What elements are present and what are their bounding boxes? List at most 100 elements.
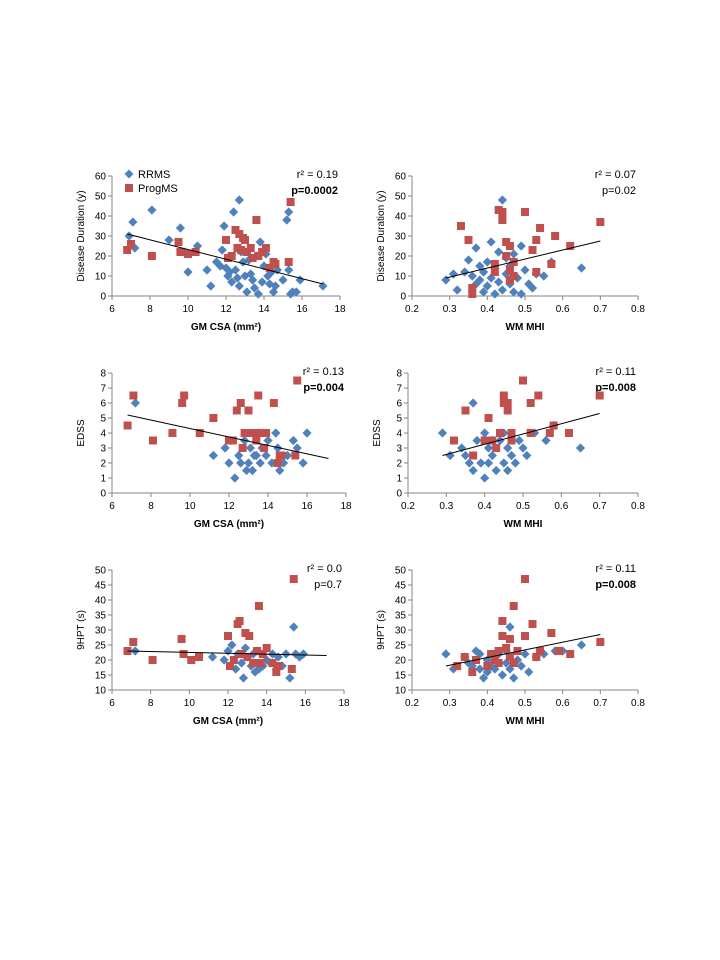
progms-point: [177, 635, 186, 643]
progms-point: [521, 632, 529, 640]
progms-point: [498, 212, 507, 220]
progms-point: [460, 653, 469, 661]
y-tick-label: 30: [395, 626, 407, 637]
rrms-point: [471, 243, 481, 253]
y-tick-label: 4: [100, 429, 106, 440]
r-squared-label: r² = 0.0: [307, 563, 342, 575]
rrms-point: [278, 275, 288, 285]
rrms-point: [514, 435, 524, 446]
progms-point: [187, 656, 196, 664]
progms-point: [252, 216, 261, 224]
trend-line: [127, 233, 324, 285]
progms-point: [236, 399, 245, 407]
y-axis-label: Disease Duration (y): [76, 190, 87, 281]
y-axis-label: EDSS: [76, 419, 87, 447]
progms-point: [237, 246, 246, 254]
trend-line: [127, 414, 329, 459]
rrms-point: [575, 443, 586, 453]
progms-point: [505, 242, 514, 250]
progms-point: [240, 429, 249, 437]
rrms-point: [503, 465, 513, 476]
rrms-point: [275, 465, 285, 476]
chart-gm_dd: 0 10 20 30 40 50 60 6 8 10 12 14 16 18 GM CSA (mm²) Dis…: [76, 169, 346, 333]
progms-point: [507, 436, 516, 445]
progms-point: [502, 644, 511, 652]
rrms-point: [298, 458, 308, 468]
progms-point: [488, 436, 497, 445]
rrms-point: [130, 398, 140, 408]
progms-point: [534, 391, 543, 400]
progms-point: [147, 252, 156, 260]
progms-point: [272, 668, 281, 676]
rrms-point: [229, 207, 239, 217]
progms-point: [293, 376, 302, 385]
rrms-point: [475, 275, 485, 285]
chart-wm_edss: 0 1 2 3 4 5 6 7 8 0.2 0.3 0.4 0.5 0.6 0.7 0.8 WM MHI EDSS…: [372, 366, 645, 530]
rrms-point: [251, 450, 261, 461]
rrms-point: [271, 428, 281, 438]
progms-point: [505, 635, 514, 643]
x-tick-label: 10: [184, 698, 196, 709]
rrms-point: [164, 235, 174, 245]
y-tick-label: 10: [95, 272, 107, 283]
x-tick-label: 0.6: [556, 304, 570, 315]
x-tick-label: 10: [184, 501, 196, 512]
rrms-point: [302, 428, 312, 438]
progms-point: [248, 254, 257, 262]
progms-point: [566, 650, 575, 658]
rrms-point: [230, 265, 241, 275]
progms-point: [261, 244, 270, 252]
y-tick-label: 60: [95, 172, 107, 183]
progms-point: [502, 252, 511, 260]
progms-point: [551, 232, 560, 240]
p-value-label: p=0.0002: [291, 185, 338, 197]
progms-point: [265, 264, 274, 272]
x-tick-label: 0.5: [518, 304, 532, 315]
x-tick-label: 0.6: [554, 501, 568, 512]
x-tick-label: 18: [338, 698, 350, 709]
y-tick-label: 30: [95, 232, 107, 243]
rrms-point: [227, 640, 237, 650]
y-tick-label: 20: [95, 656, 107, 667]
rrms-point: [241, 465, 252, 476]
x-axis-label: GM CSA (mm²): [193, 716, 263, 727]
progms-point: [286, 198, 295, 206]
trend-line: [445, 634, 601, 667]
rrms-point: [292, 443, 302, 453]
progms-point: [271, 260, 280, 268]
rrms-point: [298, 649, 308, 659]
progms-point: [532, 236, 541, 244]
rrms-point: [494, 247, 504, 257]
y-tick-label: 7: [100, 384, 106, 395]
progms-point: [222, 236, 230, 244]
rrms-point: [234, 281, 244, 291]
rrms-point: [284, 207, 294, 217]
rrms-point: [230, 473, 240, 483]
rrms-point: [238, 673, 249, 683]
rrms-point: [467, 271, 477, 281]
y-tick-label: 8: [100, 369, 106, 380]
rrms-point: [285, 673, 295, 683]
rrms-point: [478, 287, 489, 297]
rrms-point: [482, 281, 492, 291]
rrms-point: [468, 465, 478, 476]
progms-point: [468, 284, 477, 292]
progms-point: [596, 638, 605, 646]
y-tick-label: 0: [100, 292, 106, 303]
progms-point: [268, 659, 277, 667]
progms-point: [195, 653, 203, 661]
progms-point: [468, 668, 477, 676]
rrms-point: [476, 458, 486, 468]
rrms-point: [497, 670, 507, 680]
progms-point: [536, 224, 545, 232]
progms-point: [464, 236, 473, 244]
progms-point: [168, 429, 177, 437]
rrms-point: [490, 664, 500, 674]
rrms-point: [452, 285, 462, 295]
rrms-point: [437, 428, 448, 438]
y-axis-label: 9HPT (s): [376, 610, 387, 650]
rrms-point: [232, 273, 242, 283]
progms-point: [521, 575, 529, 583]
y-axis-label: Disease Duration (y): [376, 190, 387, 281]
